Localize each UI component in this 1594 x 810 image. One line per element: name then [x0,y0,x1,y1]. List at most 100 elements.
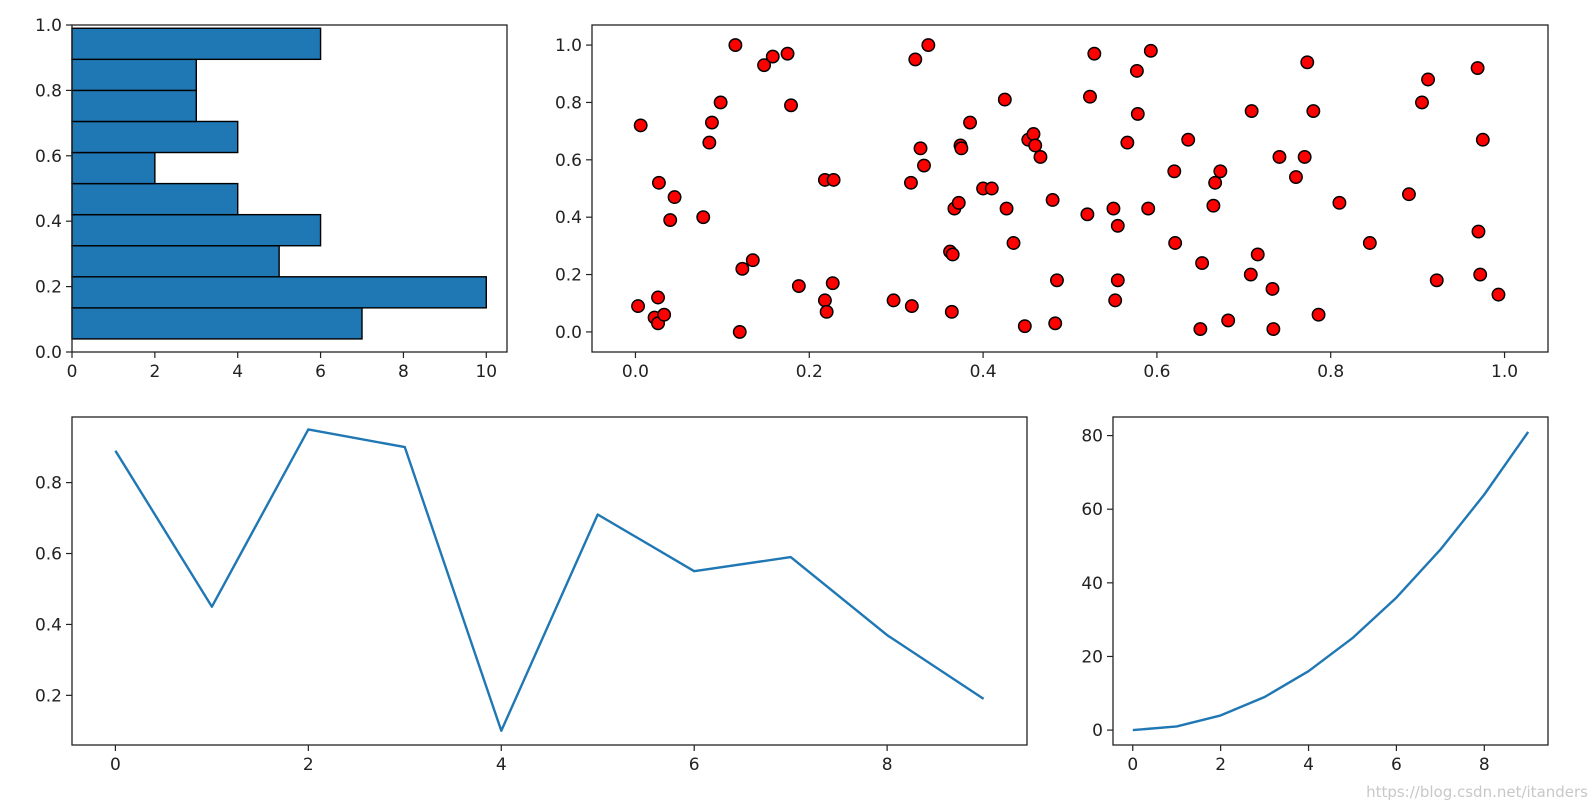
scatter-point [1213,164,1228,179]
scatter-point [1272,149,1287,164]
scatter-1-x-tick-label: 0.4 [970,362,997,382]
scatter-point [819,304,834,319]
scatter-point [1491,287,1506,302]
scatter-point [997,92,1012,107]
scatter-1-y-tick-label: 0.2 [555,266,582,286]
line-3-y-tick-label: 40 [1081,574,1103,594]
line-2-y-tick-label: 0.2 [35,686,62,706]
scatter-point [1266,322,1281,337]
scatter-point [1289,170,1303,184]
hist-0-x-tick-label: 0 [67,362,78,382]
scatter-point [904,175,918,190]
scatter-point [1120,135,1135,150]
scatter-point [1470,61,1485,75]
line-3-y-tick-label: 20 [1081,647,1103,667]
scatter-point [1332,195,1347,210]
line-2-x-tick-label: 2 [303,755,314,775]
histogram-bar [71,58,197,92]
line-3-y-tick-label: 0 [1092,721,1103,741]
scatter-panel: 0.0 0.2 0.4 0.6 0.8 1.0 0.0 0.2 0.4 0.6 0.8 1.0 [555,24,1549,382]
hist-0-x-tick-label: 2 [149,362,160,382]
histogram-bar [71,27,322,61]
scatter-point [1193,322,1208,337]
scatter-point [1006,236,1021,250]
scatter-point [784,98,798,113]
scatter-point [657,307,672,322]
scatter-point [904,299,919,314]
scatter-point [1130,106,1145,121]
line-2-x-tick-label: 6 [689,755,700,775]
scatter-point [1244,104,1259,119]
scatter-1-y-tick-label: 0.6 [555,151,582,171]
scatter-point [732,324,747,339]
line-3-x-tick-label: 2 [1215,755,1226,775]
scatter-1-x-tick-label: 0.6 [1143,362,1170,382]
hist-0-y-tick-label: 1.0 [35,16,62,36]
scatter-point [886,293,901,308]
line-frame [71,416,1028,746]
quadratic-frame [1112,416,1549,746]
scatter-point [1362,236,1377,250]
scatter-point [1143,43,1158,58]
scatter-point [1083,89,1097,104]
scatter-1-x-tick-label: 0.0 [622,362,649,382]
quadratic-series-line [1132,431,1530,732]
scatter-point [1429,273,1444,288]
scatter-point [826,172,841,187]
scatter-point [1087,46,1102,61]
line-2-x-tick-label: 4 [496,755,507,775]
line-3-x-tick-label: 8 [1479,755,1490,775]
line-2-y-tick-label: 0.8 [35,474,62,494]
hist-0-x-tick-label: 8 [398,362,409,382]
hist-0-x-tick-label: 6 [315,362,326,382]
histogram-bar [71,307,363,340]
histogram-panel: 0 2 4 6 8 10 0.0 0.2 0.4 0.6 0.8 1.0 [35,16,508,382]
line-3-x-tick-label: 6 [1391,755,1402,775]
scatter-point [944,304,959,319]
scatter-point [1129,63,1144,78]
scatter-point [667,190,682,205]
scatter-point [984,181,999,196]
scatter-point [1110,273,1125,288]
scatter-point [1221,313,1236,328]
scatter-point [1250,247,1265,262]
scatter-frame [591,24,1549,353]
hist-0-y-tick-label: 0.4 [35,212,62,232]
watermark: https://blog.csdn.net/itanders [1366,783,1588,801]
scatter-point [999,201,1014,216]
scatter-point [908,52,923,67]
line-3-y-tick-label: 80 [1081,427,1103,447]
scatter-point [728,38,743,53]
scatter-point [1017,319,1032,334]
random-series-line [114,428,985,732]
scatter-1-x-tick-label: 1.0 [1491,362,1518,382]
scatter-point [1206,198,1221,213]
scatter-1-x-tick-label: 0.2 [796,362,823,382]
scatter-point [963,115,978,130]
scatter-point [1050,273,1064,288]
line-2-y-tick-label: 0.4 [35,615,62,635]
scatter-point [1471,224,1486,239]
scatter-point [1243,267,1258,282]
line-3-x-tick-label: 0 [1127,755,1138,775]
scatter-point [1110,218,1125,233]
histogram-bar [71,151,156,185]
hist-0-y-tick-label: 0.8 [35,81,62,101]
scatter-point [1167,164,1182,179]
scatter-point [1421,72,1436,87]
scatter-point [791,279,806,293]
line-2-x-tick-label: 0 [110,755,121,775]
scatter-point [765,49,780,64]
scatter-point [1306,104,1321,119]
scatter-point [1195,256,1210,271]
scatter-point [713,95,728,110]
scatter-point [1033,149,1048,164]
scatter-point [1181,132,1196,147]
hist-0-y-tick-label: 0.2 [35,278,62,298]
hist-0-x-tick-label: 4 [232,362,243,382]
scatter-point [1473,267,1488,282]
histogram-bar [71,182,239,216]
scatter-point [1168,236,1183,250]
scatter-point [735,261,750,276]
